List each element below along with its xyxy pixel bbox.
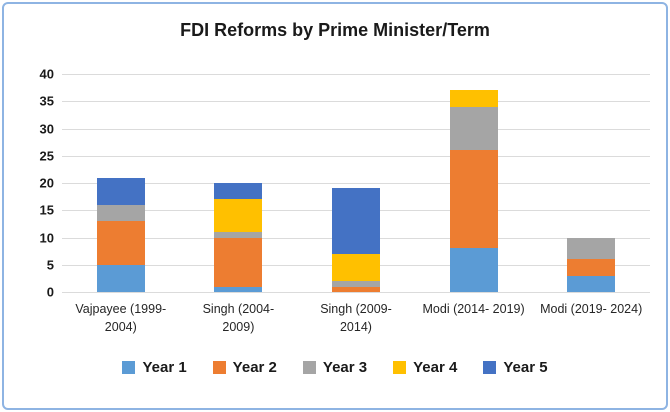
y-axis-tick-label: 10	[39, 230, 54, 245]
bar-slot	[180, 74, 298, 292]
legend-swatch-year-3	[302, 361, 316, 374]
bar-segment	[449, 106, 498, 151]
bar-segment	[567, 275, 616, 292]
plot-area	[62, 74, 650, 293]
legend-label: Year 4	[413, 359, 458, 376]
bar-slot	[297, 74, 415, 292]
bar-segment	[449, 248, 498, 292]
gridline	[62, 155, 650, 157]
x-axis-category-label: Vajpayee (1999- 2004)	[75, 302, 167, 335]
bar-segment	[331, 286, 380, 292]
chart-title: FDI Reforms by Prime Minister/Term	[180, 20, 490, 40]
legend-label: Year 2	[232, 359, 277, 376]
gridline	[62, 101, 650, 103]
gridline	[62, 183, 650, 184]
bar-segment	[96, 221, 145, 265]
legend-item: Year 2	[212, 359, 277, 376]
bar-stack	[331, 188, 380, 292]
bar-segment	[214, 183, 263, 200]
bar-segment	[567, 259, 616, 276]
legend-swatch-year-4	[393, 361, 407, 374]
bar-segment	[214, 232, 263, 238]
gridline	[62, 128, 650, 130]
legend-item: Year 1	[122, 359, 187, 376]
x-axis-category-label: Singh (2004- 2009)	[202, 302, 275, 335]
bar-segment	[214, 237, 263, 287]
bar-segment	[96, 204, 145, 222]
bar-segment	[449, 90, 498, 107]
y-axis-tick-label: 30	[39, 121, 54, 136]
gridline	[62, 74, 650, 75]
legend-item: Year 5	[483, 359, 548, 376]
bar-segment	[331, 188, 380, 254]
legend-item: Year 3	[302, 359, 368, 376]
bars-layer	[62, 74, 650, 292]
legend-label: Year 5	[503, 359, 548, 376]
y-axis: 0 5 10 15 20 25 30 35 40	[10, 67, 54, 300]
bar-segment	[331, 281, 380, 287]
x-axis-category-label: Modi (2019- 2024)	[540, 302, 643, 316]
bar-slot	[62, 74, 180, 292]
bar-slot	[532, 74, 650, 292]
bar-segment	[449, 150, 498, 249]
x-axis-category-label: Singh (2009- 2014)	[320, 302, 392, 335]
bar-slot	[415, 74, 533, 292]
x-axis: Vajpayee (1999- 2004) Singh (2004- 2009) S…	[62, 300, 650, 336]
y-axis-tick-label: 15	[39, 202, 54, 218]
y-axis-tick-label: 25	[39, 148, 54, 164]
legend-item: Year 4	[393, 359, 457, 376]
y-axis-tick-label: 5	[46, 257, 54, 273]
bar-segment	[214, 286, 263, 292]
bar-stack	[96, 177, 145, 292]
legend-swatch-year-2	[212, 361, 226, 374]
y-axis-tick-label: 40	[39, 66, 54, 82]
bar-segment	[331, 253, 380, 282]
y-axis-tick-label: 35	[39, 93, 54, 109]
legend: Year 1 Year 2 Year 3 Year 4 Year 5	[4, 359, 666, 376]
bar-segment	[214, 199, 263, 233]
y-axis-tick-label: 0	[46, 284, 54, 300]
bar-stack	[449, 90, 498, 292]
legend-label: Year 3	[322, 359, 368, 376]
x-axis-category-label: Modi (2014- 2019)	[422, 302, 525, 316]
y-axis-tick-label: 20	[39, 175, 54, 191]
gridline	[62, 292, 650, 293]
bar-segment	[96, 264, 145, 292]
bar-segment	[96, 177, 145, 205]
bar-stack	[214, 183, 263, 292]
legend-swatch-year-5	[483, 361, 497, 374]
bar-segment	[567, 237, 616, 260]
bar-stack	[567, 237, 616, 292]
legend-swatch-year-1	[122, 361, 136, 374]
legend-label: Year 1	[142, 359, 187, 376]
